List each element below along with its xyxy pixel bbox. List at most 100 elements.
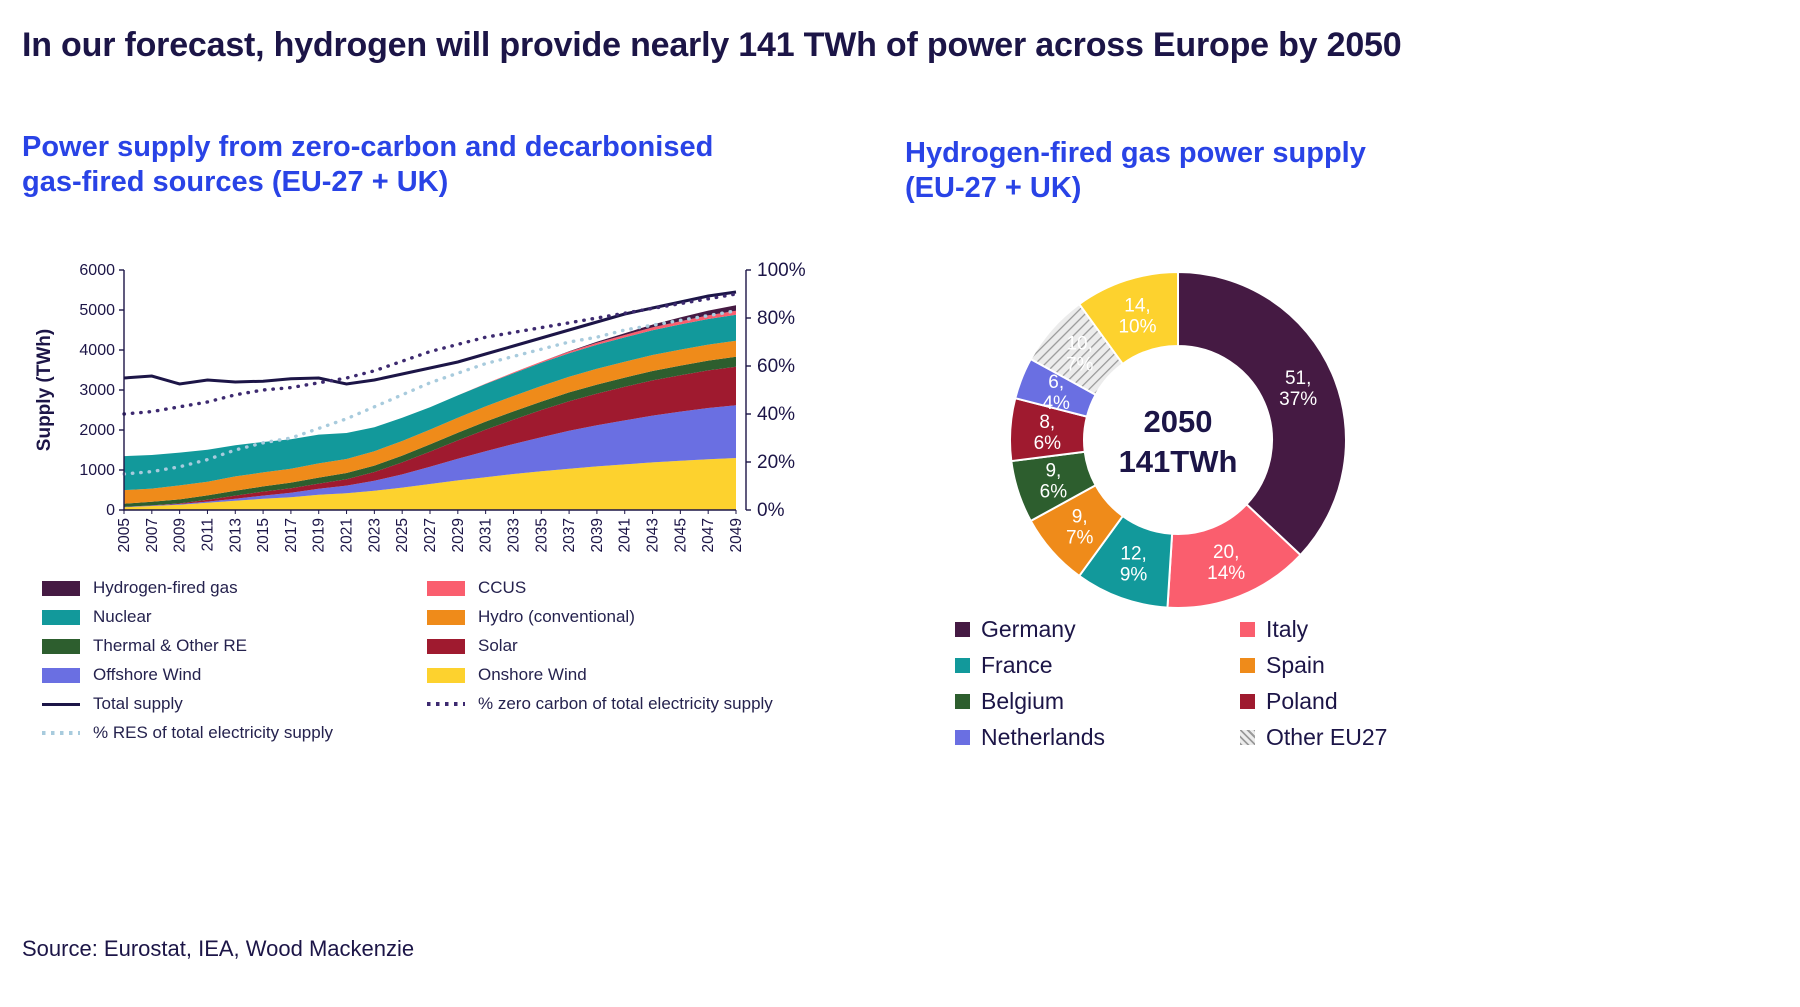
donut-chart-svg: 51, 37% 20, 14% 12, 9% 9, 7% 9, 6% 8, 6%6, 4%10, 7% 14… (1008, 270, 1347, 610)
legend-item-ccus: CCUS (427, 578, 832, 598)
x-axis-tick-label: 2015 (255, 518, 272, 552)
donut-legend-column-1: Germany France Belgium Netherlands (955, 616, 1240, 751)
x-axis-tick-label: 2021 (339, 518, 356, 552)
area-series-thermal-other-re (124, 356, 736, 507)
left-axis-tick-label: 2000 (79, 422, 115, 439)
donut-legend-label: Spain (1266, 652, 1325, 678)
x-axis-tick-label: 2039 (589, 518, 606, 552)
left-chart-title-line2: gas-fired sources (EU-27 + UK) (22, 166, 449, 199)
donut-legend-item-spain: Spain (1240, 652, 1525, 679)
donut-legend-label: Italy (1266, 616, 1309, 642)
legend-label: CCUS (478, 578, 527, 597)
legend-label: Offshore Wind (93, 665, 202, 684)
x-axis-tick-label: 2041 (617, 518, 634, 552)
area-chart-legend: Hydrogen-fired gas CCUS Nuclear Hydro (conv… (42, 578, 832, 743)
x-axis-tick-label: 2027 (422, 518, 439, 552)
donut-segment-germany (1177, 270, 1347, 557)
donut-legend-label: Netherlands (981, 724, 1106, 750)
legend-swatch-zero-carbon-of-total-electricity-supply (427, 702, 465, 706)
donut-legend-label: Other EU27 (1266, 724, 1388, 750)
legend-item-nuclear: Nuclear (42, 607, 427, 627)
page-title: In our forecast, hydrogen will provide n… (22, 26, 1402, 64)
donut-segment-label: 6, 4% (1042, 372, 1070, 414)
legend-swatch-ccus (427, 580, 465, 596)
right-axis-tick-label: 20% (757, 452, 795, 473)
donut-segment-segment-9 (1077, 270, 1179, 366)
donut-legend-item-belgium: Belgium (955, 688, 1240, 715)
x-axis-tick-label: 2013 (227, 518, 244, 552)
x-axis-tick-label: 2031 (478, 518, 495, 552)
legend-swatch-onshore-wind (427, 667, 465, 683)
left-axis-tick-label: 1000 (79, 462, 115, 479)
stacked-area-chart: 0 1000 2000 3000 4000 5000 6000 0% 20% 40% 60% 80% 1… (20, 258, 860, 593)
left-axis-tick-label: 4000 (79, 342, 115, 359)
legend-item-res-of-total-electricity-supply: % RES of total electricity supply (42, 723, 427, 743)
legend-label: % RES of total electricity supply (93, 723, 333, 742)
legend-item-hydro-conventional: Hydro (conventional) (427, 607, 832, 627)
donut-legend-column-2: Italy Spain Poland Other EU27 (1240, 616, 1525, 751)
line-zero-carbon-of-total-electricity-supply (122, 292, 738, 416)
right-chart-title-line2: (EU-27 + UK) (905, 172, 1082, 205)
donut-segment-label: 10, 7% (1066, 333, 1094, 375)
legend-swatch-total-supply (42, 702, 80, 706)
donut-segment-label: 9, 6% (1040, 461, 1068, 503)
x-axis-tick-label: 2043 (645, 518, 662, 552)
donut-legend-swatch-netherlands (955, 730, 970, 745)
area-series-solar (124, 366, 736, 507)
donut-segment-label: 20, 14% (1207, 542, 1245, 584)
source-note: Source: Eurostat, IEA, Wood Mackenzie (22, 936, 415, 961)
donut-segment-label: 51, 37% (1279, 368, 1317, 410)
right-chart-title-line1: Hydrogen-fired gas power supply (905, 137, 1366, 169)
left-axis-tick-label: 3000 (79, 382, 115, 399)
donut-legend-item-germany: Germany (955, 616, 1240, 643)
legend-item-solar: Solar (427, 636, 832, 656)
donut-legend-swatch-belgium (955, 694, 970, 709)
legend-item-hydrogen-fired-gas: Hydrogen-fired gas (42, 578, 427, 598)
right-axis-tick-label: 40% (757, 404, 795, 425)
donut-center-total: 141TWh (1119, 444, 1238, 479)
donut-chart-legend: Germany France Belgium Netherlands Italy Spa… (955, 616, 1525, 751)
right-axis-tick-label: 60% (757, 356, 795, 377)
x-axis-tick-label: 2017 (283, 518, 300, 552)
x-axis-tick-label: 2011 (200, 518, 217, 551)
donut-legend-item-france: France (955, 652, 1240, 679)
left-axis-tick-label: 6000 (79, 262, 115, 279)
stacked-area-chart-svg: 0 1000 2000 3000 4000 5000 6000 0% 20% 40% 60% 80% 1… (34, 260, 806, 552)
x-axis-tick-label: 2033 (506, 518, 523, 552)
donut-segment-label: 12, 9% (1120, 543, 1148, 585)
legend-swatch-hydrogen-fired-gas (42, 580, 80, 596)
donut-legend-label: Germany (981, 616, 1076, 642)
donut-legend-item-italy: Italy (1240, 616, 1525, 643)
legend-label: Solar (478, 636, 518, 655)
right-axis-tick-label: 80% (757, 308, 795, 329)
donut-legend-swatch-other-eu27 (1240, 730, 1255, 745)
area-series-hydrogen-fired-gas (124, 305, 736, 457)
legend-label: Nuclear (93, 607, 152, 626)
area-series-nuclear (124, 314, 736, 491)
x-axis-tick-label: 2035 (533, 518, 550, 552)
x-axis-tick-label: 2029 (450, 518, 467, 552)
legend-swatch-thermal-other-re (42, 638, 80, 654)
donut-legend-item-other-eu27: Other EU27 (1240, 724, 1525, 751)
donut-segment-label: 8, 6% (1034, 412, 1062, 454)
x-axis-tick-label: 2005 (116, 518, 133, 552)
legend-swatch-nuclear (42, 609, 80, 625)
x-axis-tick-label: 2007 (144, 518, 161, 552)
donut-legend-swatch-spain (1240, 658, 1255, 673)
donut-legend-swatch-france (955, 658, 970, 673)
x-axis-tick-label: 2009 (172, 518, 189, 552)
donut-chart: 51, 37% 20, 14% 12, 9% 9, 7% 9, 6% 8, 6% 6, 4% 10, 7% 14… (962, 258, 1402, 626)
legend-item-thermal-other-re: Thermal & Other RE (42, 636, 427, 656)
x-axis-tick-label: 2047 (700, 518, 717, 552)
donut-legend-label: France (981, 652, 1053, 678)
right-chart-title: Hydrogen-fired gas power supply (EU-27 +… (905, 136, 1366, 207)
legend-item-zero-carbon-of-total-electricity-supply: % zero carbon of total electricity suppl… (427, 694, 832, 714)
right-axis-tick-label: 0% (757, 500, 785, 521)
donut-legend-item-poland: Poland (1240, 688, 1525, 715)
left-axis-tick-label: 5000 (79, 302, 115, 319)
x-axis-tick-label: 2037 (561, 518, 578, 552)
x-axis-tick-label: 2049 (728, 518, 745, 552)
donut-legend-label: Belgium (981, 688, 1065, 714)
legend-label: Hydrogen-fired gas (93, 578, 238, 597)
